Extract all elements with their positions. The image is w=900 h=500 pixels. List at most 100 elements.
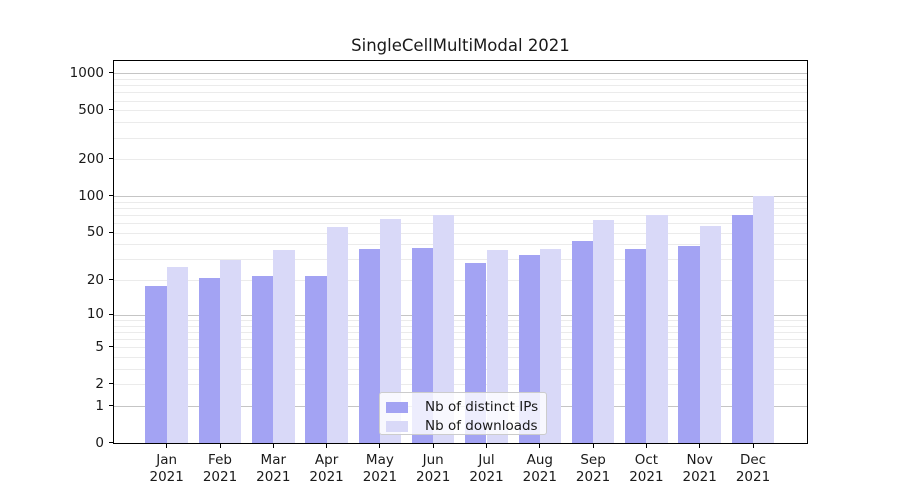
bar-downloads (166, 267, 188, 443)
y-tick-label: 100 (78, 187, 104, 204)
x-tick-label: May 2021 (362, 452, 398, 485)
y-gridline-minor (114, 159, 807, 161)
y-gridline-minor (114, 201, 807, 203)
y-tick (109, 109, 113, 111)
y-tick-label: 200 (78, 150, 104, 167)
x-tick (539, 444, 541, 448)
bar-downloads (220, 259, 242, 443)
bar-distinct-ips (305, 275, 327, 443)
y-gridline-minor (114, 214, 807, 216)
bar-downloads (593, 220, 615, 443)
y-gridline-minor (114, 384, 807, 386)
bar-downloads (646, 215, 668, 443)
y-gridline-minor (114, 259, 807, 261)
legend-item-distinct-ips: Nb of distinct IPs (386, 398, 538, 417)
y-tick-label: 50 (86, 224, 104, 241)
y-tick (109, 279, 113, 281)
y-tick-label: 1 (95, 397, 104, 414)
downloads-swatch (386, 421, 408, 432)
y-tick-label: 0 (95, 434, 104, 451)
y-tick-label: 20 (86, 271, 104, 288)
x-tick-label: Jun 2021 (416, 452, 451, 485)
x-tick-label: Oct 2021 (629, 452, 664, 485)
x-tick (645, 444, 647, 448)
y-tick (109, 383, 113, 385)
distinct-ips-swatch (386, 402, 408, 413)
y-gridline-minor (114, 137, 807, 139)
y-tick (109, 313, 113, 315)
bar-downloads (753, 195, 775, 443)
x-tick-label: Sep 2021 (575, 452, 611, 485)
x-tick (592, 444, 594, 448)
y-gridline-minor (114, 357, 807, 359)
y-gridline-major (114, 314, 807, 316)
x-tick (219, 444, 221, 448)
y-gridline-major (114, 196, 807, 198)
y-tick-label: 1000 (69, 64, 104, 81)
x-tick (166, 444, 168, 448)
bar-distinct-ips (252, 275, 274, 443)
bar-downloads (326, 227, 348, 443)
plot-area (113, 60, 808, 444)
bar-distinct-ips (145, 286, 167, 443)
y-tick-label: 5 (95, 338, 104, 355)
y-gridline-minor (114, 338, 807, 340)
y-tick (109, 158, 113, 160)
chart-title: SingleCellMultiModal 2021 (351, 36, 570, 55)
x-tick-label: Dec 2021 (735, 452, 771, 485)
legend: Nb of distinct IPs Nb of downloads (379, 392, 547, 435)
y-tick (109, 346, 113, 348)
y-gridline-minor (114, 232, 807, 234)
bar-distinct-ips (571, 241, 594, 443)
y-tick-label: 500 (78, 101, 104, 118)
bar-downloads (433, 215, 455, 443)
y-tick-label: 10 (86, 306, 104, 323)
y-tick (109, 72, 113, 74)
y-gridline-minor (114, 331, 807, 333)
bar-distinct-ips (625, 248, 647, 443)
y-gridline-minor (114, 368, 807, 370)
legend-label-downloads: Nb of downloads (425, 418, 538, 434)
y-gridline-minor (114, 85, 807, 87)
y-tick-label: 2 (95, 375, 104, 392)
y-tick (109, 405, 113, 407)
y-gridline-minor (114, 325, 807, 327)
y-gridline-minor (114, 122, 807, 124)
y-gridline-minor (114, 92, 807, 94)
y-gridline-minor (114, 347, 807, 349)
legend-item-downloads: Nb of downloads (386, 417, 538, 436)
bar-distinct-ips (198, 278, 220, 443)
bar-distinct-ips (678, 246, 700, 443)
y-gridline-minor (114, 110, 807, 112)
y-gridline-minor (114, 244, 807, 246)
x-tick-label: Jan 2021 (149, 452, 184, 485)
bar-distinct-ips (731, 214, 753, 443)
x-tick-label: Aug 2021 (522, 452, 557, 485)
x-tick-label: Feb 2021 (202, 452, 238, 485)
x-tick (379, 444, 381, 448)
bar-downloads (379, 219, 402, 443)
x-tick (326, 444, 328, 448)
bar-distinct-ips (358, 248, 380, 443)
x-tick (699, 444, 701, 448)
y-gridline-minor (114, 78, 807, 80)
y-gridline-minor (114, 207, 807, 209)
y-gridline-minor (114, 280, 807, 282)
y-tick (109, 195, 113, 197)
x-tick-label: Mar 2021 (256, 452, 291, 485)
y-gridline-minor (114, 223, 807, 225)
x-tick (432, 444, 434, 448)
x-tick (486, 444, 487, 448)
x-tick-label: Apr 2021 (309, 452, 344, 485)
y-gridline-major (114, 73, 807, 75)
x-tick (752, 444, 754, 448)
legend-label-distinct-ips: Nb of distinct IPs (425, 399, 539, 415)
x-tick (272, 444, 274, 448)
y-tick (109, 442, 113, 444)
y-gridline-minor (114, 100, 807, 102)
bar-downloads (699, 226, 721, 443)
x-tick-label: Jul 2021 (469, 452, 504, 485)
y-gridline-minor (114, 319, 807, 321)
y-tick (109, 231, 113, 233)
